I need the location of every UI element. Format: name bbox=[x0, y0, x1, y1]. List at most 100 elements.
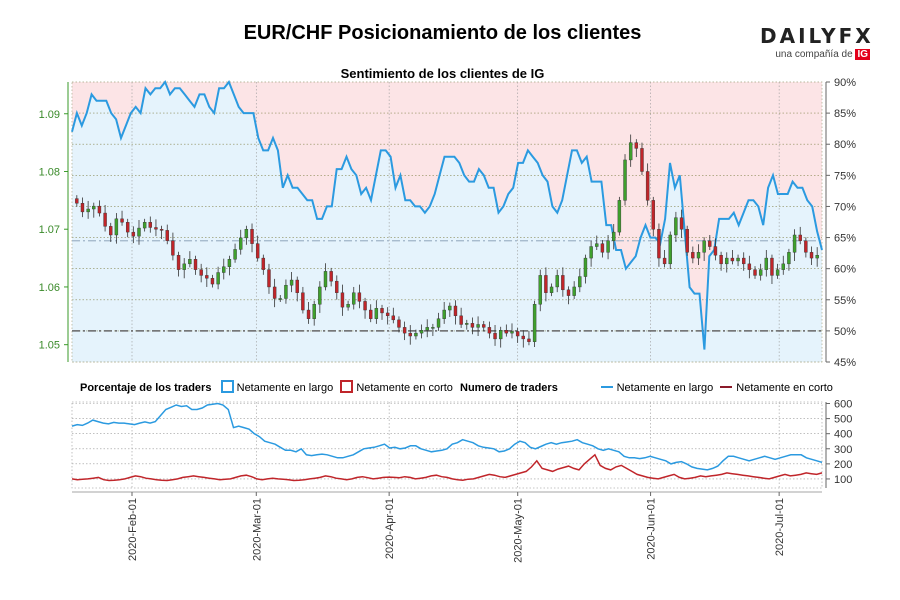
candle-body bbox=[719, 254, 723, 265]
candle-body bbox=[555, 275, 559, 288]
legend-pct-title: Porcentaje de los traders bbox=[80, 382, 212, 394]
bottom-right-axis: 100 200 300 400 500 600 bbox=[825, 399, 852, 488]
candle-body bbox=[736, 257, 740, 262]
legend-pct-long[interactable]: Netamente en largo bbox=[220, 380, 334, 394]
candle-body bbox=[628, 142, 633, 161]
candle-body bbox=[708, 240, 712, 247]
candle-body bbox=[781, 263, 785, 270]
candle-body bbox=[470, 323, 475, 328]
candle-body bbox=[730, 257, 735, 262]
candle-body bbox=[685, 229, 689, 253]
candle-body bbox=[397, 319, 401, 328]
candle-body bbox=[510, 331, 514, 334]
candle-body bbox=[352, 292, 356, 305]
candle-body bbox=[595, 243, 599, 247]
candle-body bbox=[566, 289, 571, 296]
candle-body bbox=[188, 259, 192, 265]
candle-body bbox=[199, 269, 203, 276]
candle-body bbox=[346, 304, 350, 308]
left-axis: 1.05 1.06 1.07 1.08 1.09 bbox=[39, 82, 69, 362]
candle-body bbox=[538, 275, 542, 305]
candle-body bbox=[713, 246, 718, 256]
left-axis-tick-label: 1.06 bbox=[39, 282, 60, 294]
candle-body bbox=[612, 231, 616, 241]
candle-body bbox=[436, 318, 441, 328]
legend-pct-short[interactable]: Netamente en corto bbox=[340, 380, 453, 394]
legend-pct-long-label: Netamente en largo bbox=[236, 382, 334, 394]
candle-body bbox=[312, 304, 316, 319]
bottom-grid bbox=[72, 402, 822, 488]
x-axis: 2020-Feb-01 2020-Mar-01 2020-Apr-01 2020-Ma… bbox=[72, 491, 822, 563]
legend-num-long[interactable]: Netamente en largo bbox=[600, 382, 714, 394]
right-axis-tick-label: 85% bbox=[834, 108, 856, 120]
candle-body bbox=[747, 263, 752, 270]
candle-body bbox=[109, 226, 113, 236]
candle-body bbox=[103, 212, 107, 227]
candle-body bbox=[171, 240, 175, 256]
candle-body bbox=[142, 222, 147, 229]
x-axis-tick-label: 2020-May-01 bbox=[513, 498, 525, 563]
candle-body bbox=[419, 330, 424, 334]
x-axis-tick-label: 2020-Jul-01 bbox=[774, 498, 786, 556]
candle-body bbox=[521, 335, 525, 340]
candle-body bbox=[391, 315, 396, 321]
candle-body bbox=[329, 271, 333, 282]
candle-body bbox=[306, 309, 311, 319]
candle-body bbox=[482, 324, 486, 328]
candle-body bbox=[651, 200, 655, 230]
legend-num-long-label: Netamente en largo bbox=[616, 382, 714, 394]
candle-body bbox=[193, 259, 198, 270]
candle-body bbox=[318, 286, 322, 305]
right-axis-tick-label: 50% bbox=[834, 326, 856, 338]
candle-body bbox=[431, 327, 435, 329]
candle-body bbox=[278, 298, 282, 300]
legend-num-short-label: Netamente en corto bbox=[736, 382, 833, 394]
candle-body bbox=[340, 292, 345, 308]
candle-body bbox=[549, 286, 554, 293]
right-axis-tick-label: 55% bbox=[834, 295, 856, 307]
candle-body bbox=[120, 218, 124, 223]
left-axis-tick-label: 1.07 bbox=[39, 224, 60, 236]
candle-body bbox=[770, 257, 774, 276]
legend-num-short[interactable]: Netamente en corto bbox=[720, 382, 833, 394]
candle-body bbox=[165, 230, 169, 241]
candle-body bbox=[125, 222, 130, 233]
candle-body bbox=[809, 252, 814, 259]
candle-body bbox=[515, 331, 520, 337]
candle-body bbox=[674, 217, 678, 236]
candle-body bbox=[176, 254, 181, 270]
candle-body bbox=[210, 278, 215, 285]
candle-body bbox=[414, 332, 418, 337]
candle-body bbox=[448, 305, 452, 311]
candle-body bbox=[272, 286, 277, 299]
candle-body bbox=[775, 269, 780, 276]
logo-tagline: una compañía de IG bbox=[760, 49, 870, 60]
candle-body bbox=[97, 205, 102, 214]
bottom-border bbox=[71, 401, 823, 489]
legend: Porcentaje de los traders Netamente en l… bbox=[80, 380, 837, 396]
candle-body bbox=[267, 269, 271, 288]
candle-body bbox=[301, 292, 305, 311]
sentiment-area bbox=[72, 82, 822, 362]
x-axis-tick-label: 2020-Mar-01 bbox=[251, 498, 263, 561]
candle-body bbox=[634, 142, 639, 149]
candle-body bbox=[753, 269, 757, 276]
candle-body bbox=[222, 266, 226, 273]
candle-body bbox=[679, 217, 684, 230]
candle-body bbox=[363, 301, 367, 311]
legend-short-line bbox=[720, 386, 733, 388]
candle-body bbox=[742, 257, 746, 265]
candle-body bbox=[402, 327, 407, 334]
candle-body bbox=[154, 227, 158, 230]
candle-body bbox=[493, 332, 497, 340]
candle-body bbox=[233, 249, 237, 260]
candle-body bbox=[137, 227, 141, 237]
candle-body bbox=[205, 275, 209, 279]
chart-title: EUR/CHF Posicionamiento de los clientes bbox=[243, 22, 642, 44]
candle-body bbox=[645, 171, 650, 201]
candle-body bbox=[696, 252, 701, 259]
candle-body bbox=[92, 205, 96, 210]
candle-body bbox=[504, 330, 509, 334]
traders-long-line bbox=[71, 402, 823, 471]
